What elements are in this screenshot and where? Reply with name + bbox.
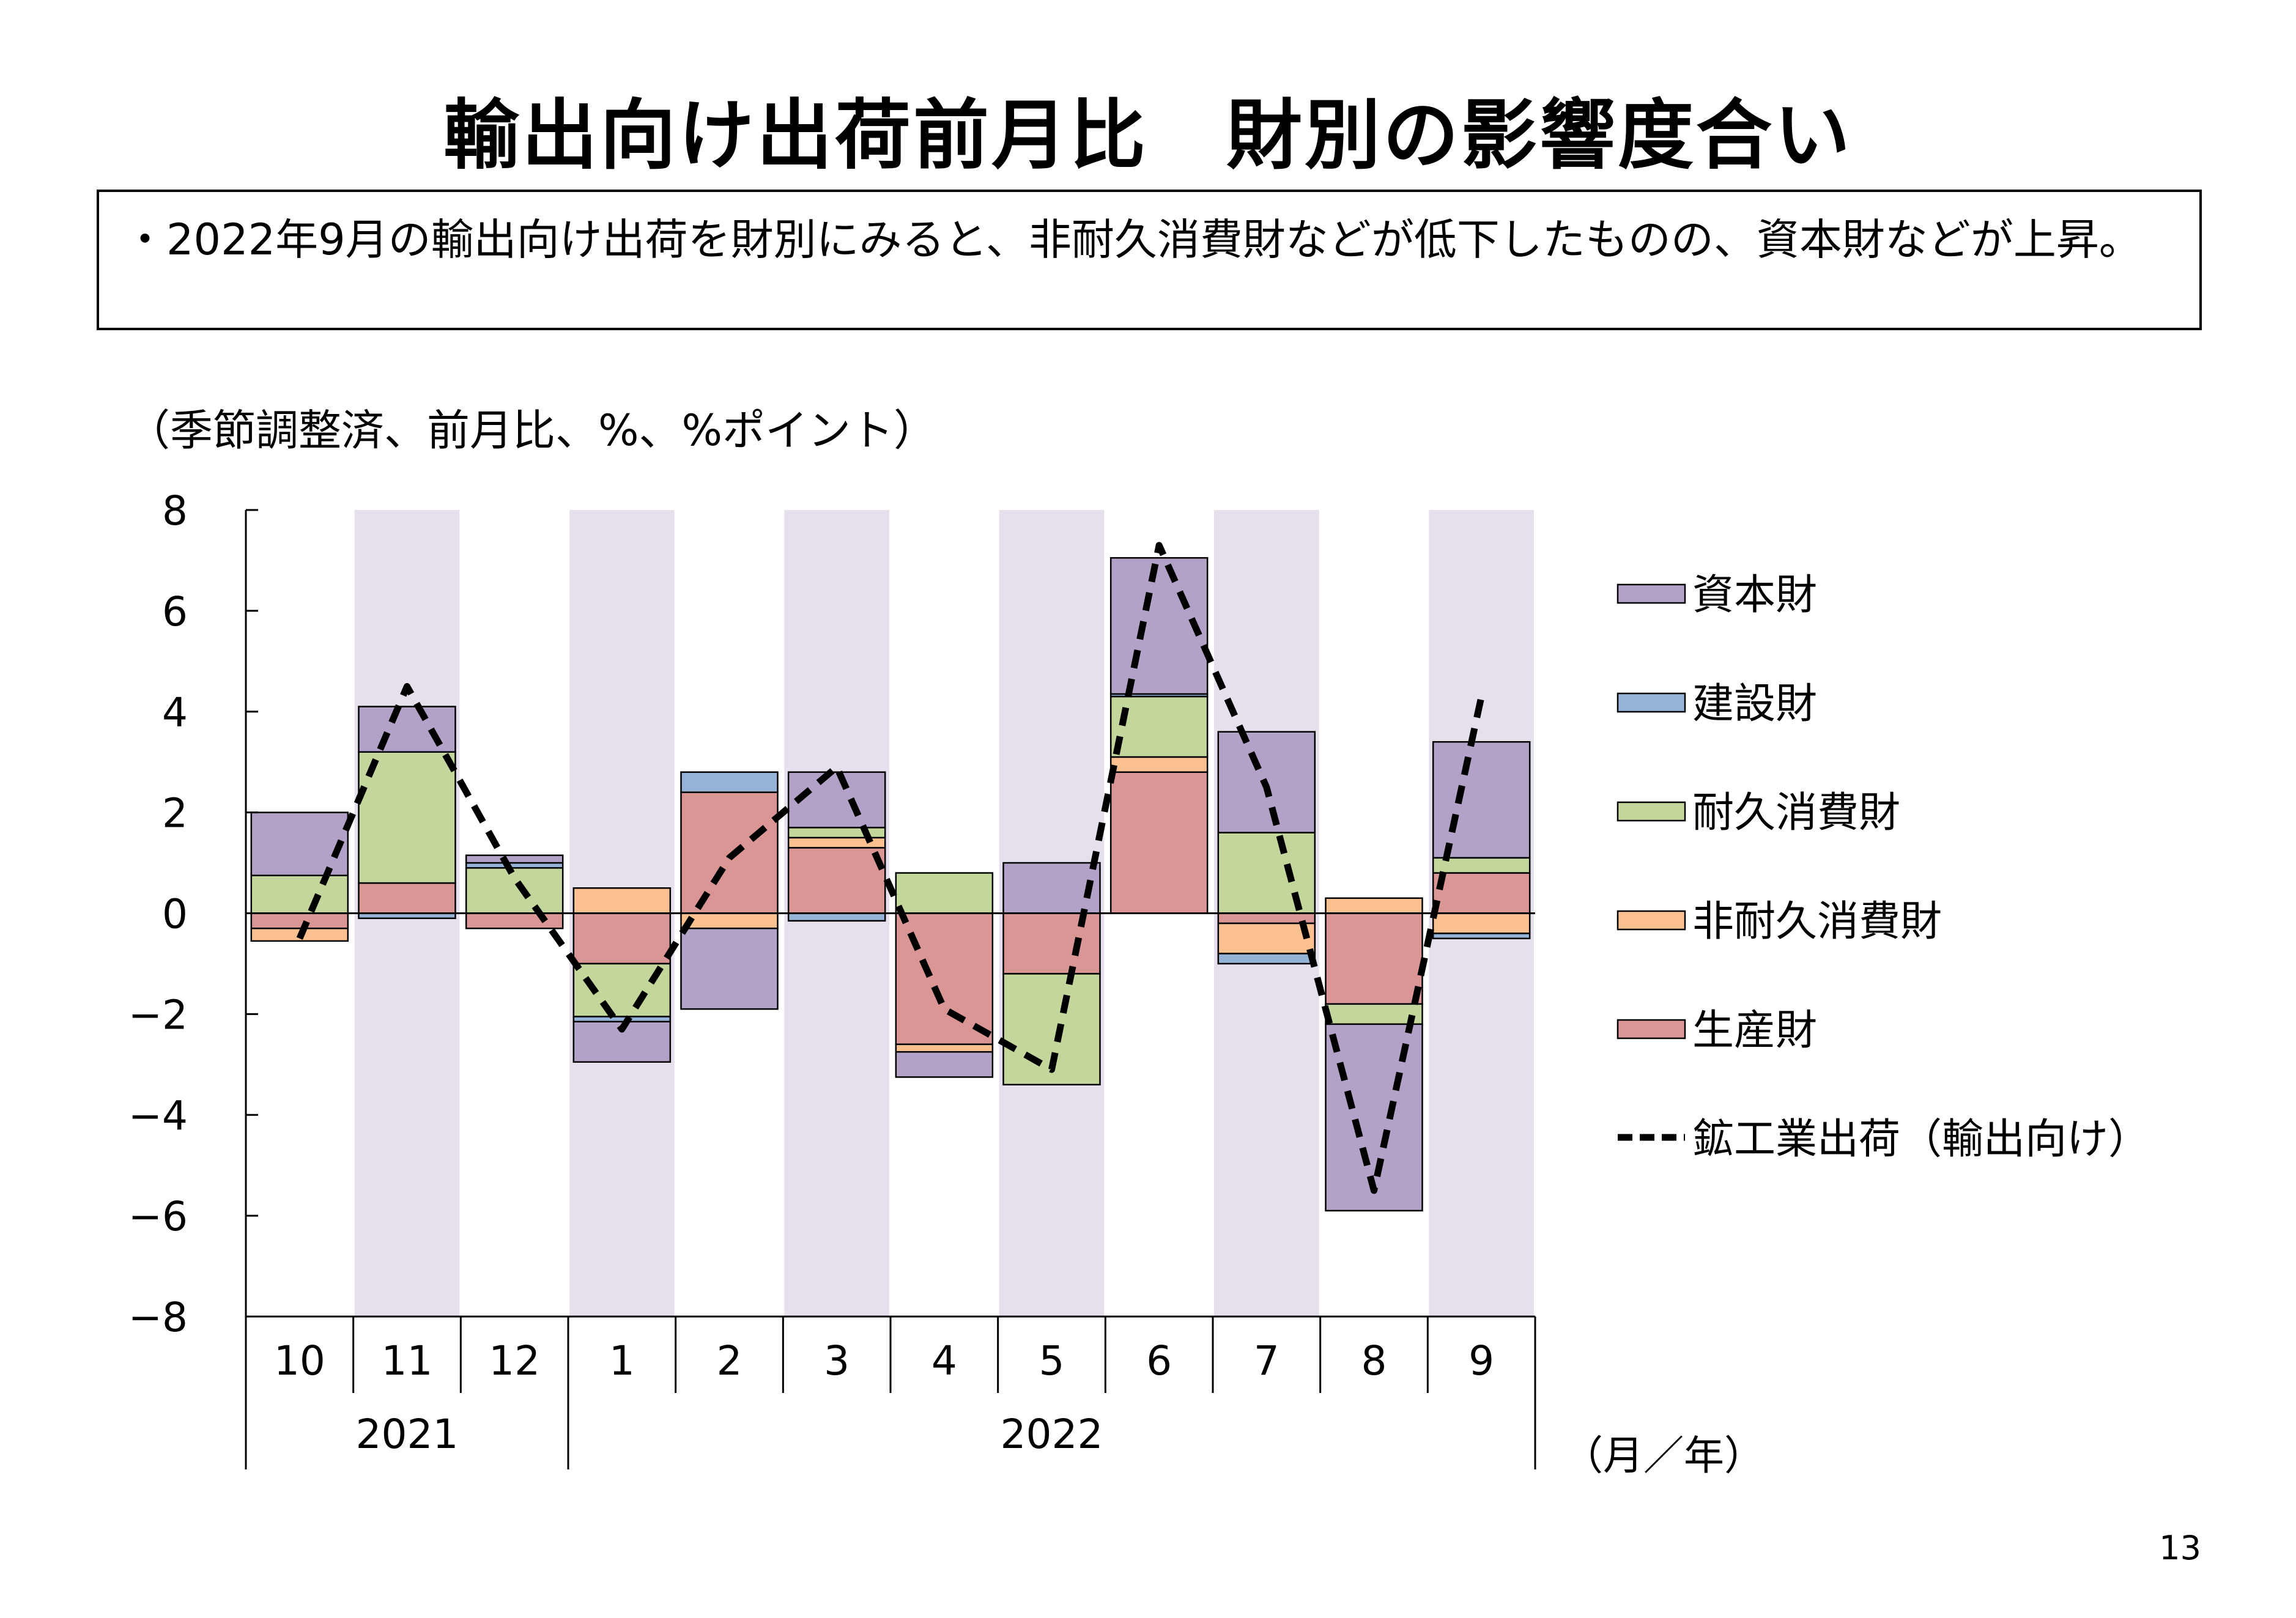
y-tick-label: −4	[128, 1092, 188, 1139]
bar-producer-11	[358, 882, 456, 914]
legend-swatch-durable	[1616, 801, 1686, 822]
bar-construction-7	[1217, 953, 1316, 965]
x-tick-label: 11	[382, 1337, 433, 1384]
legend-swatch-producer	[1616, 1019, 1686, 1040]
bar-producer-1	[572, 912, 672, 965]
legend-label-nondurable: 非耐久消費財	[1692, 898, 1942, 946]
legend-swatch-capital	[1616, 583, 1686, 604]
y-tick-label: 6	[162, 588, 188, 635]
x-tick-label: 4	[931, 1337, 957, 1384]
x-tick-label: 8	[1361, 1337, 1387, 1384]
bar-capital-4	[895, 1051, 994, 1078]
bar-producer-2	[680, 791, 779, 914]
bar-durable-10	[250, 874, 349, 914]
bar-durable-12	[465, 867, 564, 914]
x-tick-label: 2	[717, 1337, 742, 1384]
bar-capital-5	[1002, 862, 1101, 914]
bar-durable-11	[358, 751, 456, 884]
summary-box: ・2022年9月の輸出向け出荷を財別にみると、非耐久消費財などが低下したものの、…	[97, 190, 2202, 330]
bar-construction-9	[1432, 933, 1531, 939]
bar-nondurable-8	[1325, 897, 1423, 914]
y-tick-label: 2	[162, 790, 188, 837]
x-tick-label: 6	[1146, 1337, 1172, 1384]
year-label: 2021	[356, 1411, 459, 1458]
bar-nondurable-6	[1109, 756, 1209, 773]
line-series-total	[296, 542, 1485, 1194]
x-tick-label: 5	[1039, 1337, 1065, 1384]
x-tick-label: 12	[489, 1337, 540, 1384]
legend-swatch-nondurable	[1616, 910, 1686, 931]
bar-capital-12	[465, 854, 564, 864]
bar-nondurable-1	[572, 887, 672, 914]
x-tick-label: 9	[1468, 1337, 1494, 1384]
legend-label-capital: 資本財	[1692, 571, 1817, 619]
page-number: 13	[2159, 1529, 2201, 1567]
bar-nondurable-4	[895, 1043, 994, 1053]
bar-producer-12	[465, 912, 564, 929]
page-title: 輸出向け出荷前月比 財別の影響度合い	[443, 92, 1853, 180]
x-tick-label: 10	[274, 1337, 325, 1384]
x-tick-label: 3	[824, 1337, 850, 1384]
x-tick-label: 1	[609, 1337, 635, 1384]
year-label: 2022	[1001, 1411, 1103, 1458]
bar-nondurable-7	[1217, 922, 1316, 955]
bar-durable-4	[895, 872, 994, 914]
summary-text: ・2022年9月の輸出向け出荷を財別にみると、非耐久消費財などが低下したものの、…	[124, 215, 2142, 265]
line-layer	[296, 542, 1485, 1194]
y-tick-label: −2	[128, 991, 188, 1038]
legend-label-line: 鉱工業出荷（輸出向け）	[1692, 1115, 2150, 1164]
bar-capital-9	[1432, 741, 1531, 859]
y-tick-label: 0	[162, 891, 188, 938]
bar-construction-3	[787, 912, 886, 922]
y-tick-label: −6	[128, 1193, 188, 1240]
bar-nondurable-2	[680, 912, 779, 929]
legend-label-producer: 生産財	[1692, 1007, 1817, 1055]
bar-capital-2	[680, 927, 779, 1010]
bar-capital-3	[787, 771, 886, 829]
y-tick-label: −8	[128, 1294, 188, 1341]
y-tick-label: 4	[162, 689, 188, 736]
bar-producer-8	[1325, 912, 1423, 1005]
x-unit-label: （月／年）	[1563, 1432, 1765, 1479]
bar-durable-6	[1109, 695, 1209, 758]
bar-producer-6	[1109, 771, 1209, 914]
bar-producer-3	[787, 847, 886, 914]
legend-swatch-construction	[1616, 692, 1686, 713]
bar-nondurable-9	[1432, 912, 1531, 934]
bar-producer-10	[250, 912, 349, 929]
legend-label-construction: 建設財	[1692, 680, 1817, 728]
bar-producer-9	[1432, 872, 1531, 914]
x-tick-label: 7	[1254, 1337, 1279, 1384]
bar-construction-2	[680, 771, 779, 793]
bar-capital-10	[250, 811, 349, 876]
bar-producer-5	[1002, 912, 1101, 975]
legend-label-durable: 耐久消費財	[1692, 789, 1900, 837]
unit-label: （季節調整済、前月比、%、%ポイント）	[127, 405, 937, 456]
y-tick-label: 8	[162, 487, 188, 534]
bar-capital-11	[358, 706, 456, 753]
